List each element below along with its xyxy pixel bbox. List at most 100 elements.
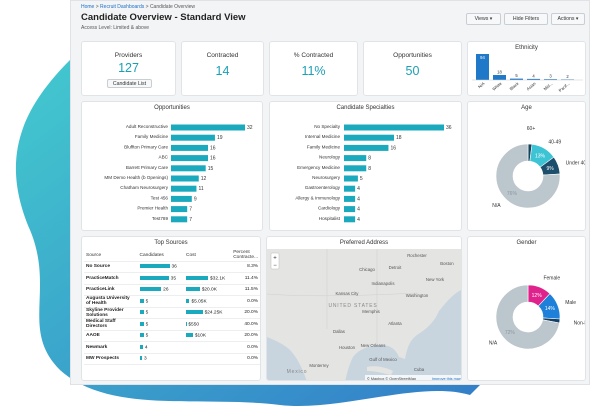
- subtitle: Access Level: Limited & above: [81, 25, 150, 31]
- specialties-panel: Candidate Specialties No Specialty 36 Inte…: [269, 101, 462, 231]
- category-label: Mid...: [543, 81, 554, 91]
- dashboard: Home > Recruit Dashboards > Candidate Ov…: [70, 0, 590, 385]
- bar: [344, 124, 444, 131]
- place-label: Gulf of Mexico: [369, 357, 397, 362]
- table-row: Skyline Provider Solutions 5 $24.25K 20.0%: [84, 307, 260, 319]
- bar: [139, 321, 144, 326]
- cell-text: $5.05K: [191, 298, 207, 304]
- value-label: 18: [396, 135, 402, 141]
- donut-slice: [495, 284, 560, 350]
- category-label: No Specialty: [314, 124, 340, 129]
- value-label: 7: [189, 207, 192, 213]
- button-label: Candidate List: [112, 81, 147, 87]
- table-row: AAOE 5 $10K 20.0%: [84, 330, 260, 342]
- bar: [185, 298, 190, 303]
- chart: No Specialty 36 Internal Medicine 18 Family …: [295, 124, 451, 223]
- button-label: Hide Filters: [512, 16, 540, 22]
- value-label: 18: [497, 70, 502, 75]
- percent-cell: 11.5%: [231, 284, 260, 296]
- category-label: Chatham Neurosurgery: [120, 185, 168, 190]
- zoom-control[interactable]: [270, 252, 280, 270]
- bar: [139, 333, 144, 338]
- value-label: 9: [194, 196, 197, 202]
- bar: [139, 310, 144, 315]
- value-label: 16: [390, 145, 396, 151]
- value-label: 19: [217, 135, 223, 141]
- place-label: New Orleans: [361, 343, 386, 348]
- value-label: 7: [189, 217, 192, 223]
- kpi-label: Contracted: [206, 52, 239, 59]
- percent-label: 9%: [546, 166, 554, 172]
- percent-cell: 11.4%: [231, 272, 260, 285]
- bar: [171, 155, 208, 162]
- bar: [171, 206, 188, 213]
- percent-label: 13%: [535, 154, 546, 160]
- place-label: Dallas: [333, 329, 345, 334]
- bar: [185, 275, 208, 280]
- cell-text: 5: [145, 333, 149, 339]
- cost-cell: $10K: [183, 330, 232, 342]
- bar: [139, 287, 162, 292]
- cost-cell: $32.1K: [183, 272, 232, 285]
- candidates-cell: 4: [137, 341, 184, 354]
- category-label: Pacif...: [558, 81, 571, 93]
- bar: [344, 195, 356, 202]
- zoom-out[interactable]: −: [273, 263, 277, 269]
- value-label: 32: [247, 125, 253, 131]
- bar: [510, 78, 523, 80]
- bar: [544, 79, 557, 80]
- cell-text: $550: [188, 321, 200, 327]
- candidates-cell: 5: [137, 318, 184, 331]
- category-label: MM Demo Health (b Openings): [104, 175, 168, 180]
- value-label: 4: [532, 73, 535, 78]
- place-label: Cuba: [414, 367, 425, 372]
- zoom-in[interactable]: +: [273, 256, 277, 262]
- crumb[interactable]: Home: [81, 4, 95, 10]
- percent-label: 72%: [505, 330, 516, 336]
- hide-filters-button[interactable]: Hide Filters: [504, 13, 548, 25]
- table-row: Augusta University of Health 5 $5.05K 0.0%: [84, 295, 260, 308]
- category-label: N/A: [492, 203, 501, 209]
- land: [367, 366, 393, 375]
- percent-label: 14%: [545, 306, 556, 312]
- cell-text: 4: [144, 344, 148, 350]
- kpi-card: Opportunities 50: [363, 41, 462, 96]
- candidate-list-button[interactable]: Candidate List: [107, 79, 152, 88]
- kpi-value: 11%: [301, 64, 326, 78]
- value-label: 4: [357, 217, 360, 223]
- attribution-bg: [365, 375, 461, 380]
- borders: [267, 249, 418, 344]
- map[interactable]: + − Rochester Boston Detroit Chicago New Yor…: [267, 249, 462, 381]
- value-label: 12: [201, 176, 207, 182]
- place-label: Boston: [440, 261, 454, 266]
- improve-link[interactable]: Improve this map: [432, 377, 461, 381]
- crumb[interactable]: Recruit Dashboards: [100, 4, 145, 10]
- place-label: Memphis: [362, 309, 379, 314]
- cell-text: $24.25K: [204, 310, 223, 316]
- category-label: N/A: [489, 340, 498, 346]
- bar: [344, 185, 356, 192]
- views-button[interactable]: Views ▾: [466, 13, 501, 25]
- candidates-cell: 5: [137, 295, 184, 308]
- opportunities-panel: Opportunities Adult Reconstructive 32 Fami…: [81, 101, 263, 231]
- source-cell: Skyline Provider Solutions: [84, 307, 138, 319]
- page-title: Candidate Overview - Standard View: [81, 12, 246, 23]
- kpi-card: Contracted 14: [181, 41, 264, 96]
- category-label: Adult Reconstructive: [126, 124, 169, 129]
- percent-cell: 0.0%: [231, 353, 260, 365]
- category-label: Test789: [152, 216, 169, 221]
- cost-cell: $24.25K: [183, 307, 232, 319]
- percent-cell: 20.0%: [231, 330, 260, 342]
- panel-title: Candidate Specialties: [336, 105, 395, 111]
- candidates-cell: 35: [137, 272, 184, 285]
- button-label: Views: [474, 16, 489, 22]
- column-header: Source: [84, 250, 138, 262]
- place-label: Houston: [339, 345, 356, 350]
- candidates-cell: 5: [137, 330, 184, 342]
- actions-button[interactable]: Actions ▾: [551, 13, 585, 25]
- cost-cell: $20.0K: [183, 284, 232, 296]
- bar: [185, 310, 203, 315]
- bar: [171, 134, 215, 141]
- kpi-label: Providers: [114, 52, 143, 59]
- value-label: 16: [210, 145, 216, 151]
